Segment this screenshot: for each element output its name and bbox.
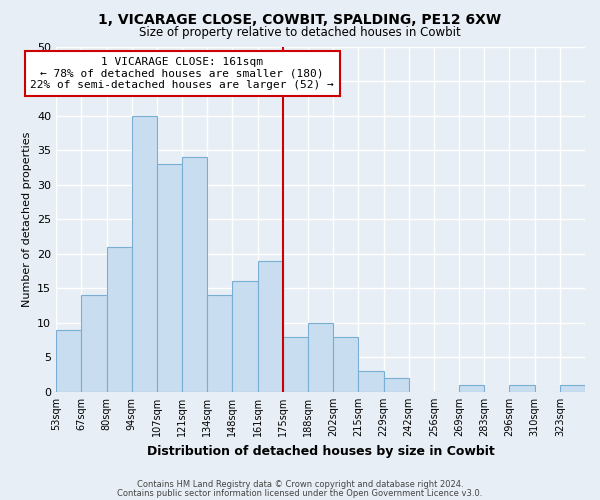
Text: Contains public sector information licensed under the Open Government Licence v3: Contains public sector information licen… [118,488,482,498]
Text: 1, VICARAGE CLOSE, COWBIT, SPALDING, PE12 6XW: 1, VICARAGE CLOSE, COWBIT, SPALDING, PE1… [98,12,502,26]
Bar [283,336,308,392]
Bar [182,157,207,392]
X-axis label: Distribution of detached houses by size in Cowbit: Distribution of detached houses by size … [147,444,494,458]
Bar [207,295,232,392]
Bar [82,295,107,392]
Text: 1 VICARAGE CLOSE: 161sqm
← 78% of detached houses are smaller (180)
22% of semi-: 1 VICARAGE CLOSE: 161sqm ← 78% of detach… [30,57,334,90]
Bar [560,385,585,392]
Bar [358,371,383,392]
Bar [107,247,132,392]
Bar [157,164,182,392]
Bar [509,385,535,392]
Bar [257,260,283,392]
Bar [383,378,409,392]
Y-axis label: Number of detached properties: Number of detached properties [22,132,32,307]
Bar [56,330,82,392]
Text: Contains HM Land Registry data © Crown copyright and database right 2024.: Contains HM Land Registry data © Crown c… [137,480,463,489]
Bar [459,385,484,392]
Bar [132,116,157,392]
Bar [308,323,333,392]
Bar [232,282,257,392]
Text: Size of property relative to detached houses in Cowbit: Size of property relative to detached ho… [139,26,461,39]
Bar [333,336,358,392]
